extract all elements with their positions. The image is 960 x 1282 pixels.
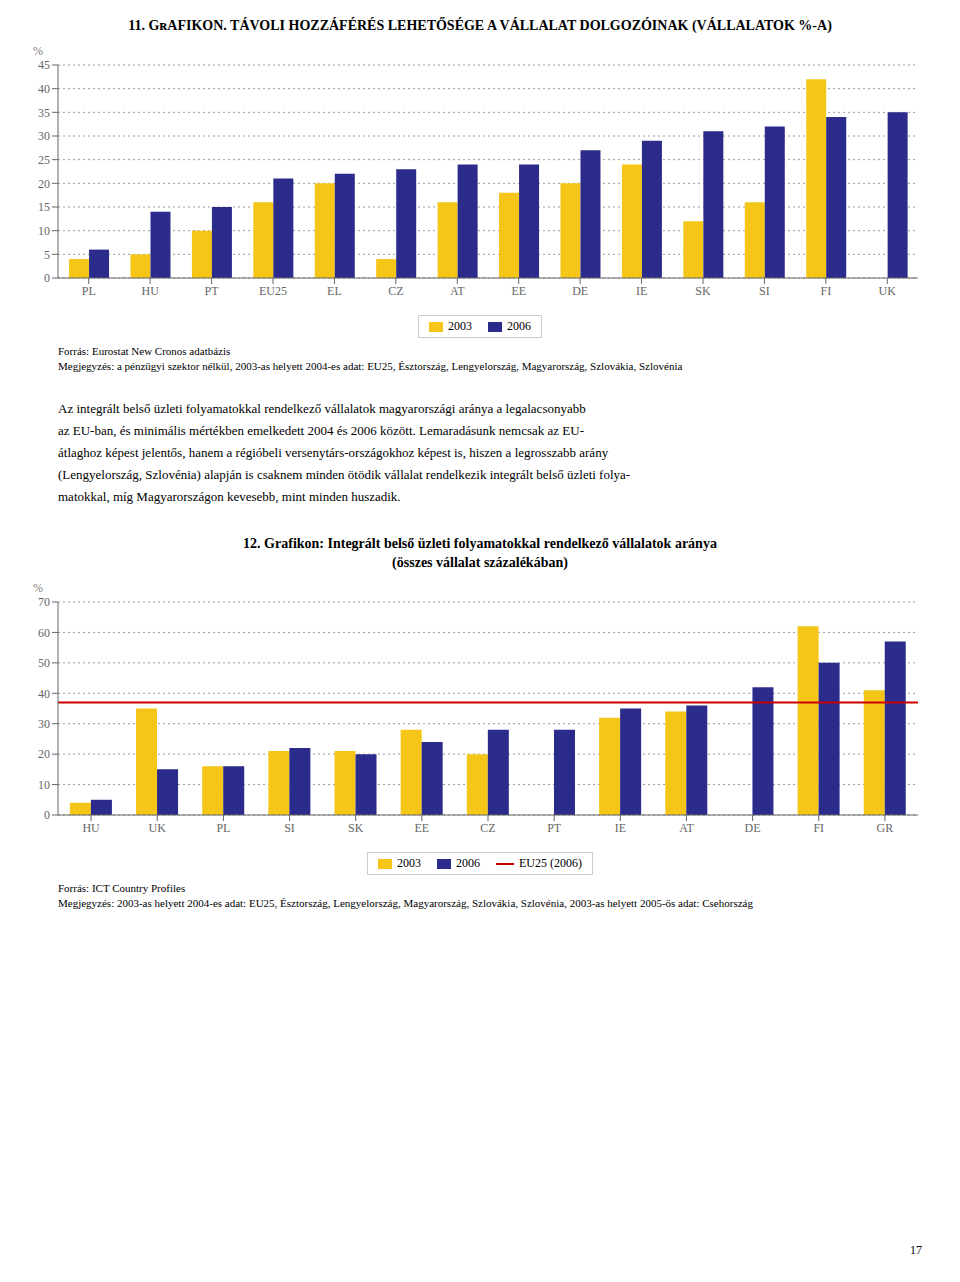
svg-text:GR: GR bbox=[877, 821, 894, 835]
html-text:EU25 (2006): EU25 (2006) bbox=[519, 856, 582, 870]
svg-text:PT: PT bbox=[547, 821, 562, 835]
svg-text:FI: FI bbox=[813, 821, 824, 835]
svg-text:30: 30 bbox=[38, 717, 50, 731]
svg-text:%: % bbox=[33, 44, 43, 58]
html-text:Megjegyzés: a pénzügyi szektor: Megjegyzés: a pénzügyi szektor nélkül, 2… bbox=[58, 360, 683, 372]
html-text:(Lengyelország, Szlovénia) ala: (Lengyelország, Szlovénia) alapján is cs… bbox=[58, 467, 631, 482]
svg-text:AT: AT bbox=[450, 284, 465, 298]
svg-text:AT: AT bbox=[679, 821, 694, 835]
svg-text:10: 10 bbox=[38, 224, 50, 238]
svg-text:SI: SI bbox=[759, 284, 770, 298]
svg-text:SI: SI bbox=[284, 821, 295, 835]
svg-text:10: 10 bbox=[38, 778, 50, 792]
svg-text:EE: EE bbox=[511, 284, 526, 298]
svg-text:70: 70 bbox=[38, 595, 50, 609]
svg-text:25: 25 bbox=[38, 153, 50, 167]
svg-text:15: 15 bbox=[38, 200, 50, 214]
svg-text:5: 5 bbox=[44, 248, 50, 262]
svg-text:PL: PL bbox=[82, 284, 96, 298]
html-text:2006: 2006 bbox=[507, 319, 531, 333]
html-text:2003: 2003 bbox=[397, 856, 421, 870]
html-text:matokkal, míg Magyarországon k: matokkal, míg Magyarországon kevesebb, m… bbox=[58, 489, 401, 504]
svg-text:FI: FI bbox=[821, 284, 832, 298]
svg-text:EE: EE bbox=[415, 821, 430, 835]
svg-text:SK: SK bbox=[695, 284, 711, 298]
svg-text:IE: IE bbox=[615, 821, 626, 835]
html-text:az EU-ban, és minimális mérték: az EU-ban, és minimális mértékben emelke… bbox=[58, 423, 584, 438]
svg-text:0: 0 bbox=[44, 808, 50, 822]
svg-text:UK: UK bbox=[879, 284, 897, 298]
svg-text:EU25: EU25 bbox=[259, 284, 287, 298]
html-text:2003: 2003 bbox=[448, 319, 472, 333]
svg-text:%: % bbox=[33, 581, 43, 595]
svg-text:0: 0 bbox=[44, 271, 50, 285]
svg-text:EL: EL bbox=[327, 284, 342, 298]
svg-text:IE: IE bbox=[636, 284, 647, 298]
svg-text:30: 30 bbox=[38, 129, 50, 143]
html-text:(összes vállalat százalékában): (összes vállalat százalékában) bbox=[392, 555, 568, 570]
svg-text:HU: HU bbox=[141, 284, 159, 298]
svg-text:40: 40 bbox=[38, 687, 50, 701]
svg-text:20: 20 bbox=[38, 177, 50, 191]
svg-text:CZ: CZ bbox=[480, 821, 495, 835]
html-text:17: 17 bbox=[910, 1243, 922, 1257]
svg-text:HU: HU bbox=[82, 821, 100, 835]
svg-text:60: 60 bbox=[38, 626, 50, 640]
html-text:Az integrált belső üzleti foly: Az integrált belső üzleti folyamatokkal … bbox=[58, 401, 586, 416]
html-text:átlaghoz képest jelentős, hane: átlaghoz képest jelentős, hanem a régiób… bbox=[58, 445, 609, 460]
svg-text:PT: PT bbox=[205, 284, 220, 298]
svg-text:50: 50 bbox=[38, 656, 50, 670]
svg-text:CZ: CZ bbox=[388, 284, 403, 298]
html-text:Forrás: ICT Country Profiles: Forrás: ICT Country Profiles bbox=[58, 882, 186, 894]
svg-text:DE: DE bbox=[572, 284, 588, 298]
svg-text:UK: UK bbox=[149, 821, 167, 835]
html-text:Megjegyzés: 2003-as helyett 20: Megjegyzés: 2003-as helyett 2004-es adat… bbox=[58, 897, 753, 909]
svg-text:PL: PL bbox=[216, 821, 230, 835]
html-text:11. GʀAFIKON. TÁVOLI HOZZÁFÉRÉ: 11. GʀAFIKON. TÁVOLI HOZZÁFÉRÉS LEHETŐSÉ… bbox=[128, 18, 832, 33]
svg-text:45: 45 bbox=[38, 58, 50, 72]
svg-text:40: 40 bbox=[38, 82, 50, 96]
html-text:2006: 2006 bbox=[456, 856, 480, 870]
html-text:Forrás: Eurostat New Cronos ad: Forrás: Eurostat New Cronos adatbázis bbox=[58, 345, 231, 357]
svg-text:35: 35 bbox=[38, 106, 50, 120]
svg-text:DE: DE bbox=[745, 821, 761, 835]
svg-text:SK: SK bbox=[348, 821, 364, 835]
svg-text:20: 20 bbox=[38, 747, 50, 761]
html-text:12. Grafikon: Integrált belső: 12. Grafikon: Integrált belső üzleti fol… bbox=[243, 536, 717, 551]
